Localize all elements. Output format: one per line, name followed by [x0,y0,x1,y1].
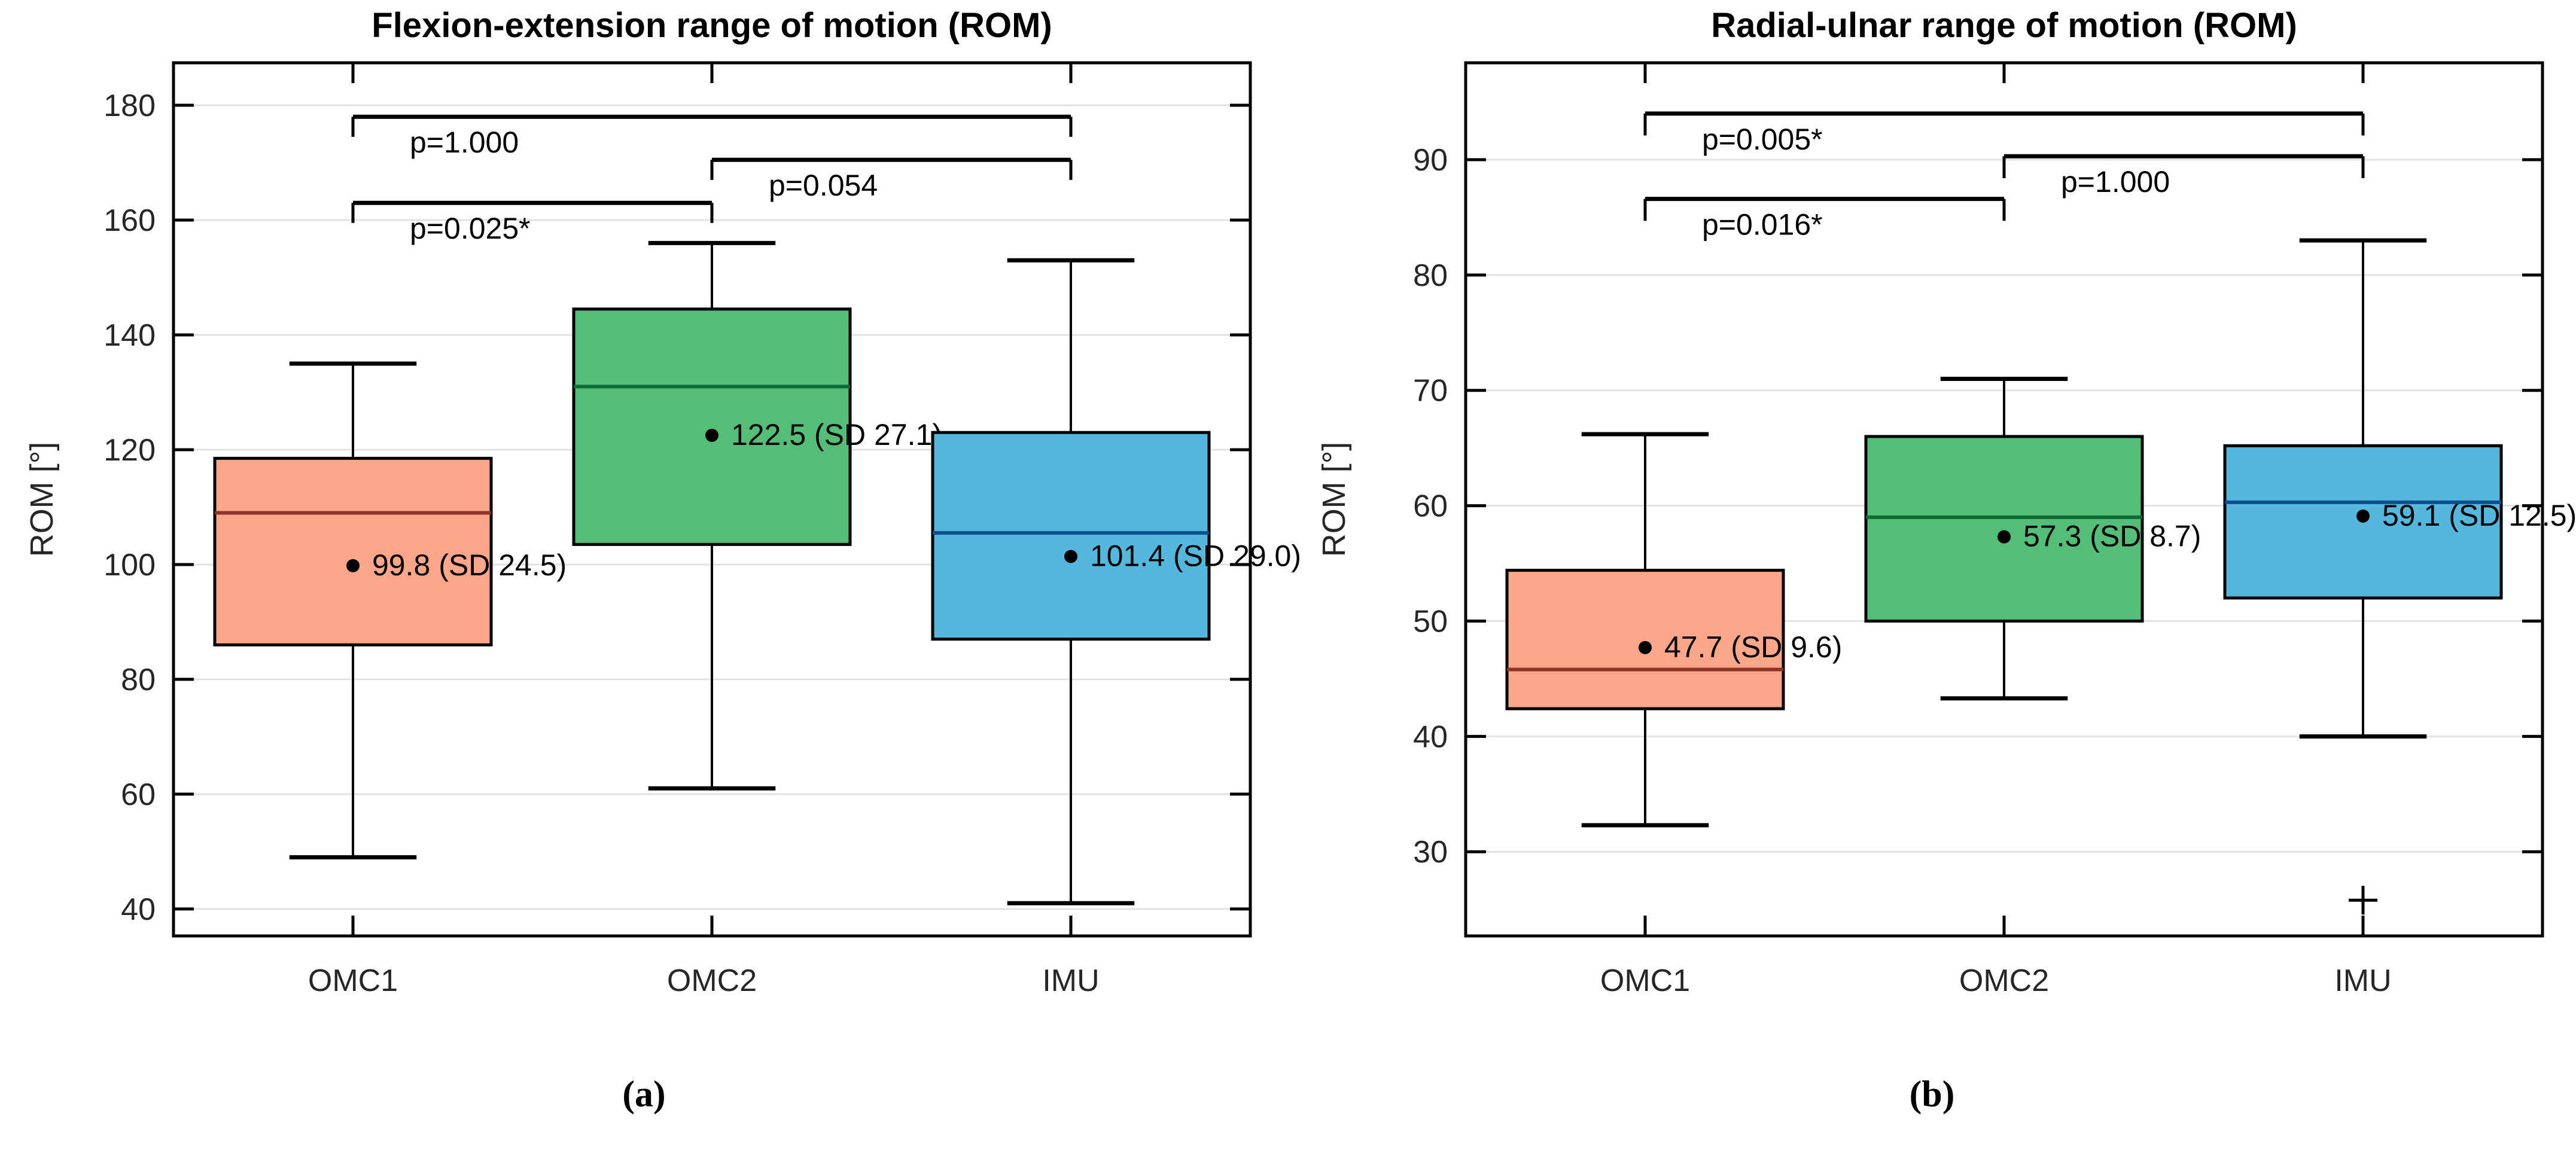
boxplot-omc2: 57.3 (SD 8.7) [1864,376,2201,701]
panel-a: 40 60 80 100 120 140 160 180 OMC1 OMC2 IMU Flexion-… [24,6,1301,998]
significance-bracket: p=1.000 [351,114,1073,159]
y-tick-label: 50 [1413,604,1448,639]
mean-label: 122.5 (SD 27.1) [731,418,942,452]
iqr-box [1505,569,1785,710]
x-tick-label: OMC1 [308,963,398,998]
p-value-label: p=1.000 [2061,165,2170,199]
boxplot-omc1: 99.8 (SD 24.5) [213,361,567,859]
y-tick-label: 140 [103,318,156,353]
mean-dot [705,428,718,442]
y-tick-label: 30 [1413,835,1448,870]
mean-dot [1998,530,2011,544]
mean-dot [1064,550,1077,563]
boxplot-imu: 59.1 (SD 12.5) [2223,238,2576,915]
y-tick-label: 180 [103,89,156,123]
p-value-label: p=1.000 [410,126,519,159]
p-value-label: p=0.025* [410,212,531,245]
y-tick-label: 80 [1413,258,1448,293]
y-tick-label: 60 [121,777,156,812]
mean-dot [346,559,360,572]
iqr-box [213,456,493,646]
x-tick-label: IMU [1042,963,1099,998]
chart-title: Radial-ulnar range of motion (ROM) [1711,6,2297,45]
p-value-label: p=0.005* [1702,123,1823,156]
caption-a: (a) [622,1074,666,1115]
y-tick-label: 90 [1413,143,1448,178]
boxplot-omc2: 122.5 (SD 27.1) [572,240,942,791]
x-tick-label: IMU [2334,963,2391,998]
significance-bracket: p=0.005* [1643,111,2365,156]
y-tick-label: 60 [1413,489,1448,524]
significance-bracket: p=1.000 [2002,154,2365,199]
significance-bracket: p=0.025* [351,200,714,245]
chart-title: Flexion-extension range of motion (ROM) [372,6,1052,45]
x-tick-label: OMC1 [1600,963,1690,998]
y-tick-label: 70 [1413,374,1448,408]
y-tick-label: 40 [1413,719,1448,754]
y-tick-label: 120 [103,433,156,468]
p-value-label: p=0.016* [1702,208,1823,242]
mean-label: 47.7 (SD 9.6) [1664,630,1842,664]
mean-dot [1639,641,1652,654]
boxplot-omc1: 47.7 (SD 9.6) [1505,432,1842,828]
mean-dot [2356,509,2370,523]
mean-label: 59.1 (SD 12.5) [2382,499,2576,532]
significance-bracket: p=0.054 [710,157,1073,202]
iqr-box [1864,435,2144,623]
significance-bracket: p=0.016* [1643,197,2006,242]
y-tick-label: 160 [103,203,156,238]
y-tick-label: 80 [121,663,156,697]
y-tick-label: 100 [103,548,156,582]
y-axis-label: ROM [°] [1316,442,1352,557]
mean-label: 57.3 (SD 8.7) [2023,520,2201,553]
iqr-box [572,307,852,546]
mean-label: 101.4 (SD 29.0) [1090,539,1301,573]
y-tick-label: 40 [121,892,156,927]
panel-b: 30 40 50 60 70 80 90 OMC1 OMC2 IMU Radial-ulnar ra… [1316,6,2576,998]
x-tick-label: OMC2 [667,963,757,998]
x-tick-label: OMC2 [1959,963,2049,998]
p-value-label: p=0.054 [769,169,878,202]
caption-b: (b) [1909,1074,1955,1115]
y-axis-label: ROM [°] [24,442,60,557]
boxplot-imu: 101.4 (SD 29.0) [931,258,1301,905]
iqr-box [931,431,1211,641]
mean-label: 99.8 (SD 24.5) [372,548,567,582]
